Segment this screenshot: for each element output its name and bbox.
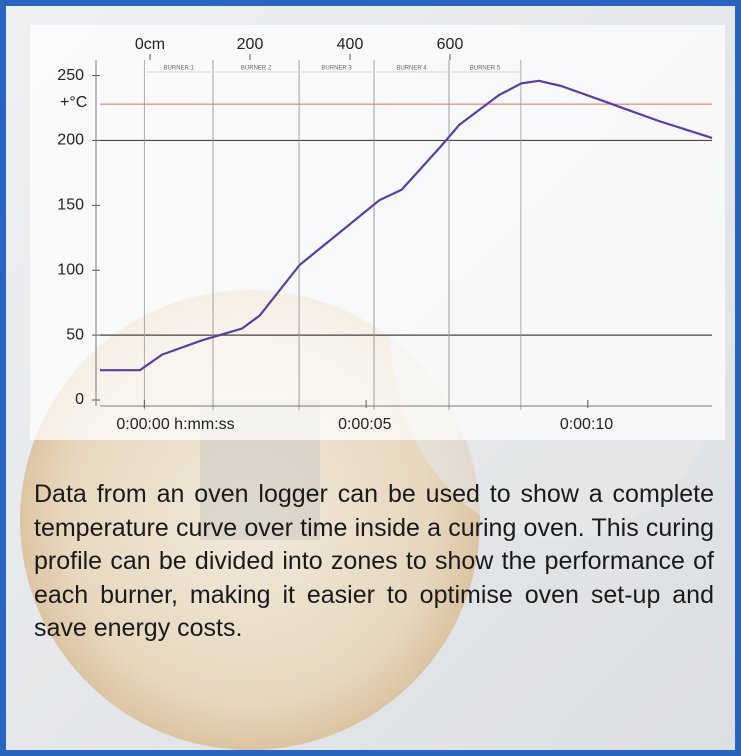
zone-label: BURNER 4: [396, 66, 427, 72]
x2-tick-label: 600: [437, 36, 464, 53]
zone-label: BURNER 2: [241, 66, 272, 72]
x-tick-label: 0:00:10: [560, 416, 613, 433]
y-tick-label: 0: [75, 391, 84, 408]
y-tick-label: 200: [57, 132, 84, 149]
x-tick-label: 0:00:05: [338, 416, 391, 433]
x2-tick-label: 400: [337, 36, 364, 53]
caption: Data from an oven logger can be used to …: [34, 480, 714, 642]
zone-label: BURNER 5: [470, 66, 501, 72]
zone-label: BURNER 3: [321, 66, 352, 72]
x-tick-label: 0:00:00 h:mm:ss: [116, 416, 234, 433]
y-axis-label: +°C: [60, 94, 87, 111]
x2-tick-label: 0cm: [135, 36, 165, 53]
chart-panel: [30, 25, 725, 440]
y-tick-label: 150: [57, 197, 84, 214]
temperature-line: [100, 79, 713, 372]
zone-label: BURNER 1: [164, 66, 195, 72]
plot: 0 50 100 150 200 250 BURNER 1 BURNER 2 BURNER 3 B…: [57, 36, 713, 433]
y-tick-label: 50: [66, 326, 84, 343]
y-tick-label: 250: [57, 67, 84, 84]
y-tick-label: 100: [57, 261, 84, 278]
x2-tick-label: 200: [237, 36, 264, 53]
